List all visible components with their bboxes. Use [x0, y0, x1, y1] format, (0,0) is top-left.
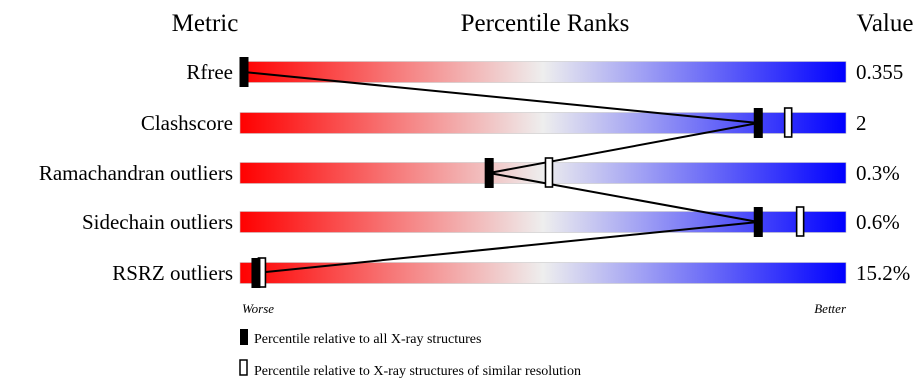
absolute-marker-clashscore — [753, 108, 763, 138]
legend-absolute-label: Percentile relative to all X-ray structu… — [254, 332, 481, 347]
connector-line — [243, 71, 759, 124]
metric-label-clashscore: Clashscore — [141, 111, 233, 135]
legend-open-marker — [239, 359, 248, 376]
relative-marker-sidechain-outliers — [795, 206, 805, 237]
metric-label-rsrz-outliers: RSRZ outliers — [112, 261, 233, 285]
value-label-rfree: 0.355 — [856, 60, 903, 84]
metric-rows: Rfree 0.355 Clashscore 2 Ramachandran outlie… — [39, 60, 910, 285]
metric-label-rfree: Rfree — [186, 60, 233, 84]
connector-lines — [243, 71, 759, 274]
value-label-clashscore: 2 — [856, 111, 867, 135]
metric-label-ramachandran-outliers: Ramachandran outliers — [39, 161, 233, 185]
legend-filled-marker — [240, 329, 248, 345]
absolute-marker-rfree — [239, 57, 249, 87]
relative-marker-ramachandran-outliers — [544, 157, 554, 188]
percentile-header: Percentile Ranks — [461, 10, 630, 37]
bar-ramachandran-outliers — [239, 162, 847, 184]
metric-label-sidechain-outliers: Sidechain outliers — [82, 210, 233, 234]
connector-line — [489, 172, 759, 223]
value-label-ramachandran-outliers: 0.3% — [856, 161, 900, 185]
bar-rsrz-outliers — [239, 262, 847, 284]
value-header: Value — [857, 10, 914, 37]
absolute-marker-rsrz-outliers — [251, 258, 261, 288]
connector-line — [255, 221, 759, 274]
value-label-sidechain-outliers: 0.6% — [856, 210, 900, 234]
bar-clashscore — [239, 112, 847, 134]
absolute-marker-sidechain-outliers — [753, 207, 763, 237]
legend-relative-label: Percentile relative to X-ray structures … — [254, 364, 581, 379]
value-label-rsrz-outliers: 15.2% — [856, 261, 910, 285]
connector-line — [488, 122, 759, 174]
worse-label: Worse — [242, 301, 274, 316]
better-label: Better — [814, 301, 847, 316]
bar-rfree — [239, 61, 847, 83]
absolute-marker-ramachandran-outliers — [484, 158, 494, 188]
percentile-markers — [239, 57, 805, 288]
bar-sidechain-outliers — [239, 211, 847, 233]
relative-marker-clashscore — [783, 107, 793, 138]
metric-header: Metric — [172, 10, 239, 37]
